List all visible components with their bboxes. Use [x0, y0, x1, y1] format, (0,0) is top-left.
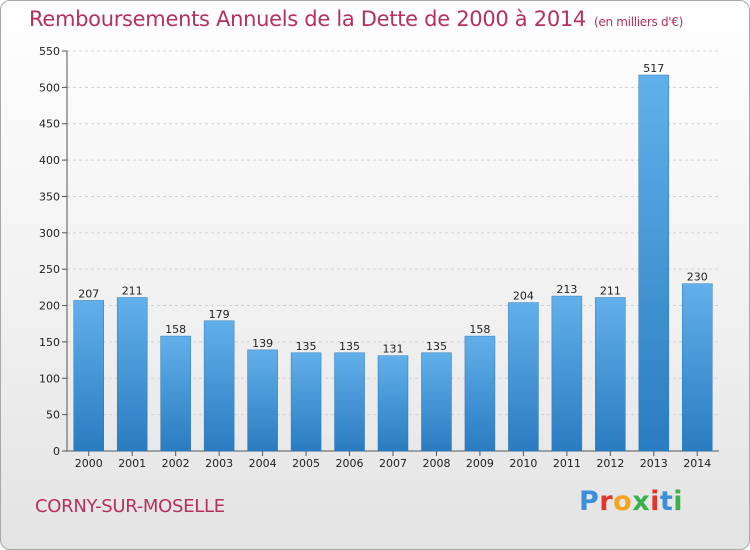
x-tick-label-2012: 2012 — [596, 457, 624, 470]
x-tick-label-2004: 2004 — [249, 457, 277, 470]
x-tick-label-2008: 2008 — [422, 457, 450, 470]
logo-letter: i — [650, 486, 660, 517]
x-tick-label-2000: 2000 — [75, 457, 103, 470]
y-tick-label: 450 — [39, 118, 60, 131]
y-tick-label: 350 — [39, 190, 60, 203]
y-tick-label: 500 — [39, 81, 60, 94]
y-tick-label: 150 — [39, 336, 60, 349]
chart-title: Remboursements Annuels de la Dette de 20… — [29, 7, 683, 31]
bar-value-label-2004: 139 — [252, 337, 273, 350]
bar-value-label-2013: 517 — [643, 62, 664, 75]
x-tick-label-2001: 2001 — [118, 457, 146, 470]
bar-2014 — [682, 283, 713, 452]
bar-2003 — [203, 320, 235, 452]
y-tick-label: 200 — [39, 300, 60, 313]
x-tick-label-2005: 2005 — [292, 457, 320, 470]
bar-2012 — [595, 297, 626, 452]
y-tick-label: 400 — [39, 154, 60, 167]
logo-letter: o — [613, 486, 633, 517]
proxiti-logo[interactable]: Proxiti — [579, 486, 683, 517]
y-tick-label: 550 — [39, 45, 60, 58]
bar-value-label-2006: 135 — [339, 340, 360, 353]
bar-value-label-2008: 135 — [426, 340, 447, 353]
logo-letter: t — [659, 486, 674, 517]
bars — [73, 74, 713, 452]
bar-value-label-2001: 211 — [122, 285, 143, 298]
bar-value-label-2002: 158 — [165, 323, 186, 336]
bar-2009 — [464, 335, 496, 452]
bar-2004 — [247, 349, 278, 452]
bar-2006 — [334, 352, 365, 452]
x-tick-label-2013: 2013 — [640, 457, 668, 470]
bar-value-label-2011: 213 — [556, 283, 577, 296]
logo-letter: i — [673, 486, 684, 517]
bar-value-label-2007: 131 — [383, 343, 404, 356]
bar-2008 — [421, 352, 452, 452]
bar-2002 — [160, 335, 191, 452]
x-tick-label-2014: 2014 — [683, 457, 711, 470]
x-tick-label-2007: 2007 — [379, 457, 407, 470]
y-tick-label: 250 — [39, 263, 60, 276]
x-tick-label-2011: 2011 — [553, 457, 581, 470]
bar-value-labels: 207 211 158 179 139 135 135 131 135 158 204 213 211 5… — [78, 62, 708, 356]
bar-value-label-2009: 158 — [469, 323, 490, 336]
bar-value-label-2005: 135 — [296, 340, 317, 353]
y-tick-label: 50 — [46, 409, 60, 422]
bar-value-label-2014: 230 — [687, 271, 708, 284]
bar-2000 — [73, 300, 104, 452]
chart-title-text: Remboursements Annuels de la Dette de 20… — [29, 7, 586, 31]
y-tick-labels: 0 50 100 150 200 250 300 350 400 450 500 550 — [39, 45, 60, 458]
chart-title-unit: (en milliers d'€) — [594, 15, 684, 29]
bar-value-label-2003: 179 — [209, 308, 230, 321]
x-tick-label-2010: 2010 — [509, 457, 537, 470]
bar-2005 — [290, 352, 322, 452]
bar-2001 — [116, 297, 148, 452]
y-tick-label: 100 — [39, 372, 60, 385]
x-tick-label-2002: 2002 — [162, 457, 190, 470]
bar-2010 — [508, 302, 539, 452]
y-tick-label: 0 — [53, 445, 60, 458]
bar-value-label-2012: 211 — [600, 285, 621, 298]
bar-2013 — [638, 74, 670, 452]
x-tick-label-2003: 2003 — [205, 457, 233, 470]
bar-2011 — [551, 295, 583, 452]
y-tick-label: 300 — [39, 227, 60, 240]
bar-2007 — [377, 355, 409, 452]
logo-letter: r — [599, 486, 614, 517]
place-name: CORNY-SUR-MOSELLE — [35, 496, 225, 517]
x-tick-labels: 2000 2001 2002 2003 2004 2005 2006 2007 2008 2009… — [75, 457, 712, 470]
logo-letter: P — [579, 486, 600, 517]
x-tick-label-2009: 2009 — [466, 457, 494, 470]
logo-letter: x — [632, 486, 651, 517]
x-tick-label-2006: 2006 — [336, 457, 364, 470]
bar-value-label-2010: 204 — [513, 290, 534, 303]
bar-value-label-2000: 207 — [78, 287, 99, 300]
